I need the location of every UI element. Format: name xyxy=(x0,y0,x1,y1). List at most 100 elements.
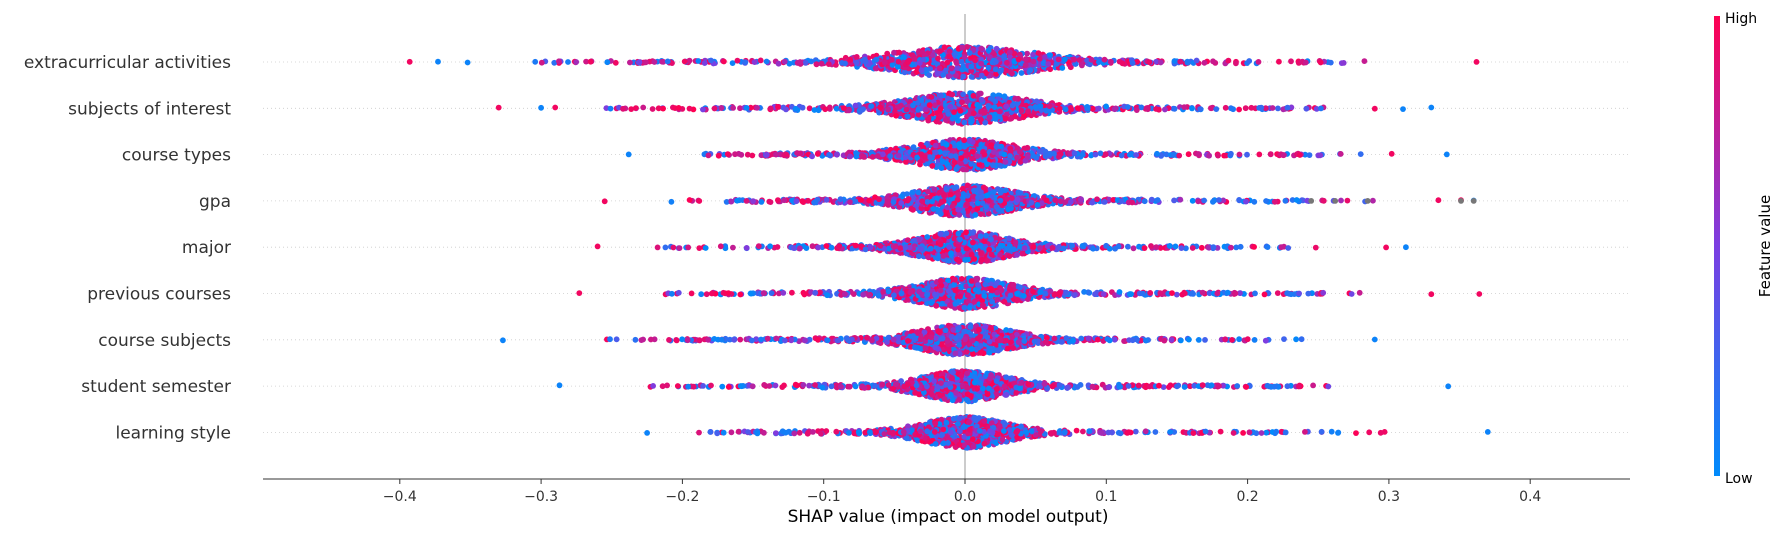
shap-point xyxy=(1244,151,1250,158)
shap-point xyxy=(1092,151,1099,158)
shap-point xyxy=(970,110,977,117)
shap-point xyxy=(573,59,580,65)
shap-point xyxy=(818,60,825,67)
shap-point xyxy=(1143,105,1150,112)
shap-point xyxy=(1129,60,1136,66)
shap-point xyxy=(847,57,854,63)
shap-point xyxy=(701,60,708,66)
shap-point xyxy=(941,44,948,51)
shap-point xyxy=(1024,154,1031,160)
shap-point xyxy=(926,72,932,78)
shap-point xyxy=(940,72,946,78)
shap-point xyxy=(734,57,741,64)
shap-point xyxy=(1025,108,1031,115)
shap-point xyxy=(1059,65,1066,71)
shap-point xyxy=(911,56,918,63)
shap-point xyxy=(1111,106,1118,113)
shap-point xyxy=(1148,243,1154,249)
shap-point xyxy=(978,45,985,52)
shap-point xyxy=(1236,106,1242,113)
shap-point xyxy=(822,106,829,113)
shap-point xyxy=(867,244,874,251)
shap-point xyxy=(799,104,806,111)
shap-point xyxy=(825,61,832,67)
shap-point xyxy=(1004,246,1010,252)
shap-point xyxy=(959,185,966,192)
shap-point xyxy=(997,108,1003,115)
shap-point xyxy=(686,197,693,203)
shap-point xyxy=(628,106,635,112)
shap-point xyxy=(885,198,891,205)
shap-point xyxy=(978,194,985,201)
shap-point xyxy=(1006,49,1013,56)
shap-point xyxy=(943,117,949,123)
shap-point xyxy=(1037,103,1044,109)
shap-point xyxy=(729,60,736,66)
shap-point xyxy=(1015,189,1022,196)
shap-point xyxy=(910,206,916,213)
shap-point xyxy=(916,60,923,66)
shap-point xyxy=(730,105,736,111)
shap-point xyxy=(953,60,960,66)
shap-point xyxy=(960,191,967,197)
shap-point xyxy=(937,241,944,248)
shap-point xyxy=(993,143,1000,150)
shap-point xyxy=(662,244,669,251)
shap-point xyxy=(902,244,909,251)
shap-point xyxy=(834,151,840,158)
shap-point xyxy=(640,104,647,111)
shap-point xyxy=(1264,244,1271,251)
shap-point xyxy=(952,51,958,58)
shap-point xyxy=(954,196,961,203)
shap-point xyxy=(1103,103,1109,110)
shap-point xyxy=(803,245,810,252)
shap-point xyxy=(997,197,1004,204)
shap-point xyxy=(1009,102,1016,109)
shap-point xyxy=(933,118,940,125)
shap-point xyxy=(668,198,675,205)
shap-point xyxy=(946,48,953,55)
shap-point xyxy=(1074,105,1081,111)
shap-point xyxy=(895,152,902,159)
shap-point xyxy=(895,58,902,65)
shap-point xyxy=(1171,197,1177,204)
shap-point xyxy=(881,59,888,66)
shap-point xyxy=(812,199,819,205)
shap-point xyxy=(1312,244,1319,251)
shap-point xyxy=(853,150,859,156)
shap-point xyxy=(1189,245,1196,251)
shap-point xyxy=(971,187,977,194)
shap-point xyxy=(1172,243,1179,250)
shap-point xyxy=(1028,199,1035,206)
shap-point xyxy=(1388,150,1395,157)
shap-point xyxy=(997,162,1003,169)
shap-point xyxy=(853,59,860,66)
shap-point xyxy=(1285,245,1292,251)
shap-point xyxy=(1012,95,1019,102)
shap-point xyxy=(988,142,995,149)
shap-point xyxy=(955,117,961,124)
shap-point xyxy=(1027,67,1034,74)
shap-point xyxy=(978,211,984,218)
shap-point xyxy=(721,58,727,65)
shap-point xyxy=(901,69,908,76)
feature-row xyxy=(576,275,1483,312)
shap-point xyxy=(892,243,899,250)
shap-point xyxy=(1060,245,1067,252)
shap-point xyxy=(955,206,962,213)
shap-point xyxy=(891,49,897,56)
shap-point xyxy=(823,196,830,203)
shap-point xyxy=(997,68,1004,75)
shap-point xyxy=(1317,59,1324,66)
shap-point xyxy=(1340,60,1347,66)
shap-point xyxy=(1068,199,1074,205)
shap-point xyxy=(1178,245,1185,252)
shap-point xyxy=(840,105,847,111)
shap-point xyxy=(852,102,859,109)
shap-point xyxy=(925,254,931,260)
shap-point xyxy=(993,58,999,65)
shap-point xyxy=(1003,103,1010,110)
shap-point xyxy=(1288,58,1294,65)
shap-point xyxy=(1088,56,1095,63)
shap-point xyxy=(889,56,895,63)
